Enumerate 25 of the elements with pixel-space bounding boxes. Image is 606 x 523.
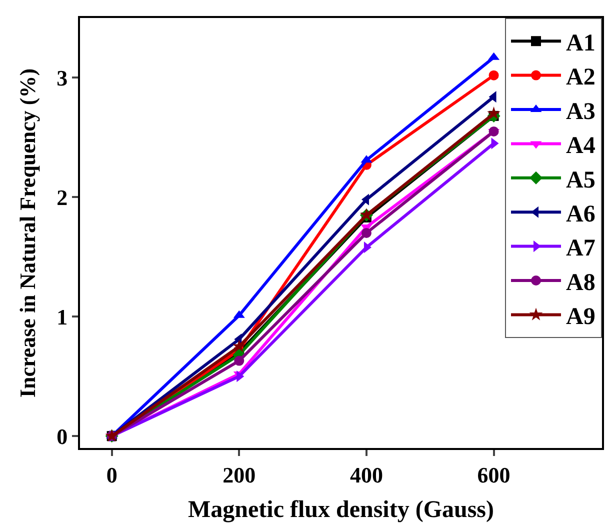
x-tick-label: 0 — [106, 462, 118, 488]
point — [488, 70, 499, 80]
legend-label: A5 — [566, 167, 596, 194]
x-axis-title: Magnetic flux density (Gauss) — [188, 497, 494, 523]
point — [488, 126, 499, 136]
legend-label: A1 — [566, 30, 596, 56]
legend-label: A8 — [566, 270, 596, 296]
y-tick-label: 3 — [56, 65, 68, 90]
legend-label: A6 — [566, 201, 596, 228]
legend-label: A7 — [566, 236, 596, 262]
legend-label: A4 — [566, 133, 596, 160]
point — [487, 106, 500, 120]
x-tick-label: 400 — [350, 462, 383, 488]
point — [361, 228, 372, 238]
y-tick-label: 2 — [56, 184, 68, 210]
point — [232, 339, 246, 352]
x-tick-label: 600 — [477, 462, 510, 488]
y-tick-label: 1 — [56, 304, 68, 330]
legend-label: A9 — [566, 304, 596, 330]
y-axis-title: Increase in Natural Frequency (%) — [14, 68, 40, 398]
x-tick-label: 200 — [222, 462, 256, 488]
y-tick-label: 0 — [56, 424, 68, 449]
legend-label: A2 — [566, 64, 596, 91]
point — [234, 356, 244, 366]
legend-label: A3 — [566, 98, 596, 125]
